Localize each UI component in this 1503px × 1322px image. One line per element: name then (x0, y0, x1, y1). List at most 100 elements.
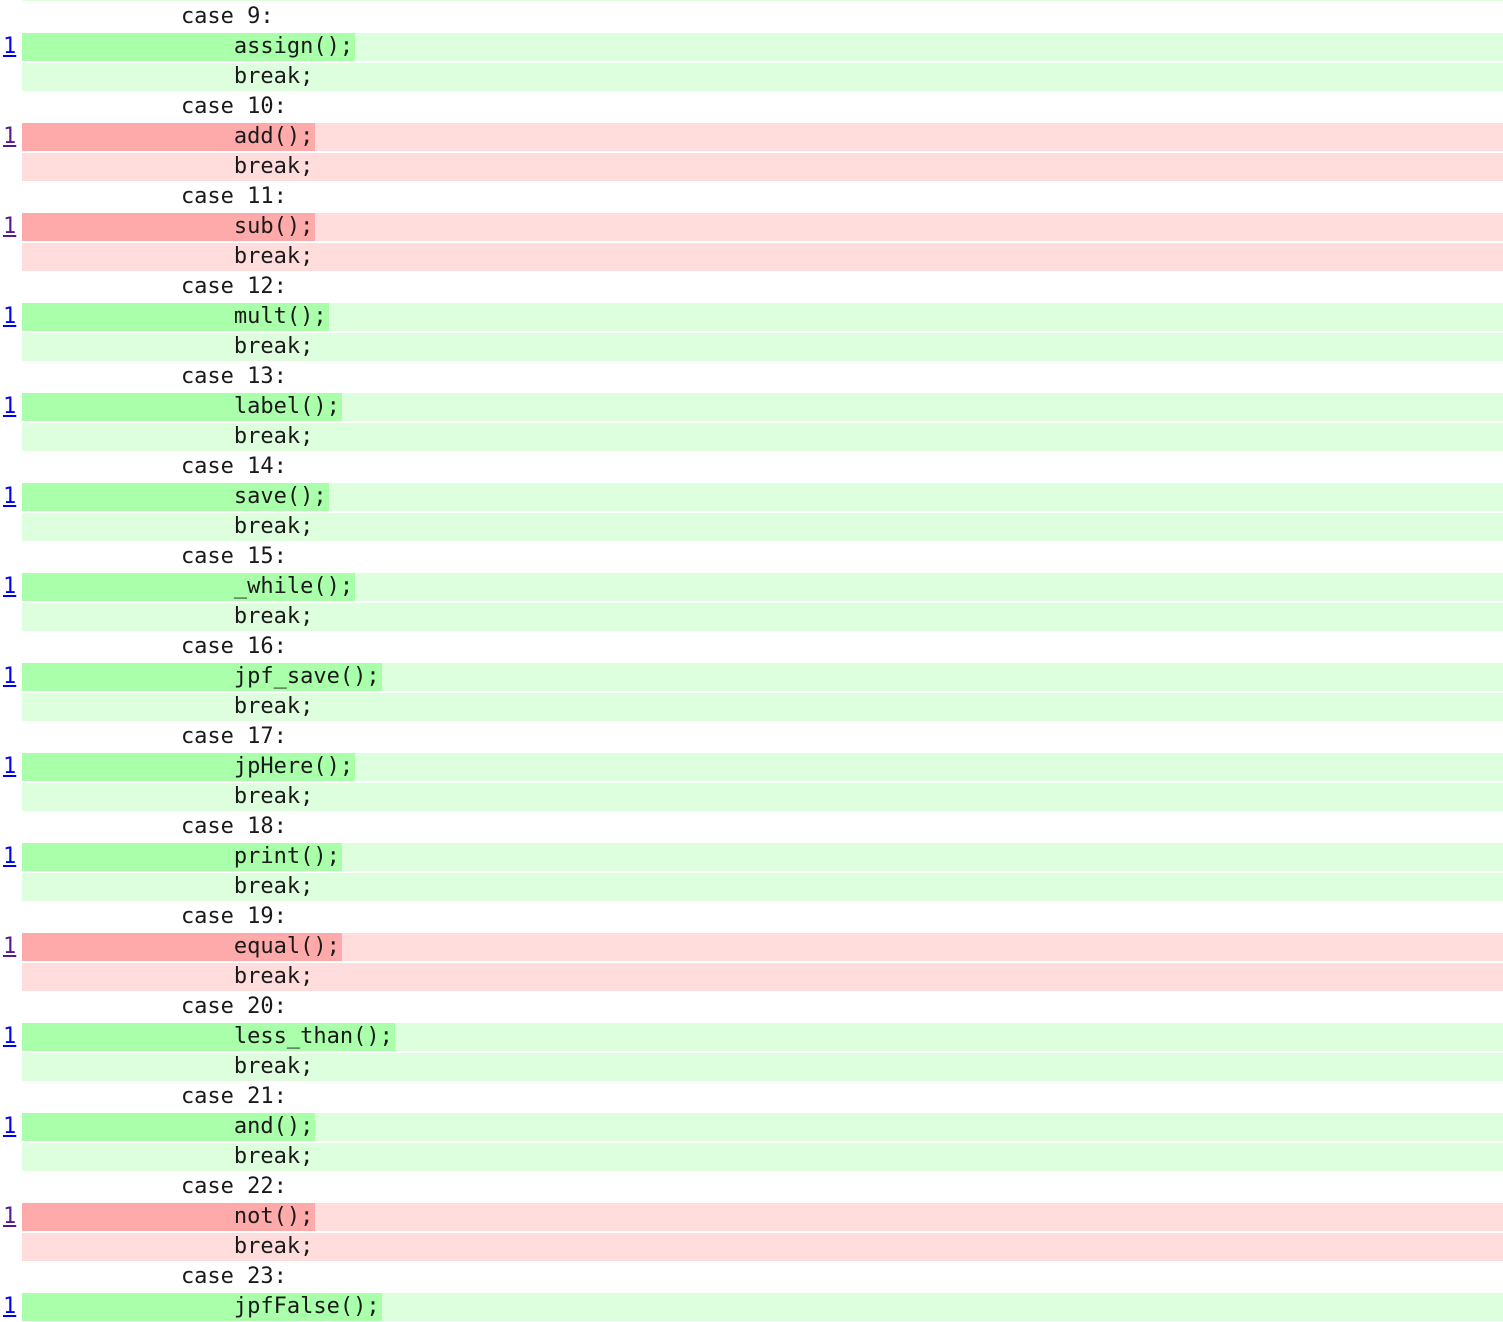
code-text: case 23: (22, 1264, 287, 1289)
code-text: jpHere(); (22, 753, 356, 781)
line-background: case 12: (22, 273, 1503, 301)
code-text: case 13: (22, 364, 287, 389)
code-text: mult(); (22, 303, 329, 331)
source-line: break; (0, 602, 1503, 632)
source-line: equal(); 1 (0, 932, 1503, 962)
code-text: break; (22, 244, 314, 269)
code-text: break; (22, 1054, 314, 1079)
hit-count-link[interactable]: 1 (3, 124, 17, 149)
line-background: break; (22, 0, 1503, 1)
source-line: break; (0, 692, 1503, 722)
line-background: print(); (22, 843, 1503, 871)
hit-count-link[interactable]: 1 (3, 1114, 17, 1139)
code-text: break; (22, 64, 314, 89)
line-background: break; (22, 963, 1503, 991)
source-line: break; (0, 242, 1503, 272)
source-line: case 15: (0, 542, 1503, 572)
line-background: break; (22, 423, 1503, 451)
code-text: break; (22, 874, 314, 899)
hit-count-link[interactable]: 1 (3, 754, 17, 779)
source-line: break; (0, 872, 1503, 902)
hit-count-link[interactable]: 1 (3, 484, 17, 509)
line-background: case 15: (22, 543, 1503, 571)
code-text: not(); (22, 1203, 316, 1231)
line-background: _while(); (22, 573, 1503, 601)
line-background: jpfFalse(); (22, 1293, 1503, 1321)
code-text: case 18: (22, 814, 287, 839)
hit-count-link[interactable]: 1 (3, 214, 17, 239)
code-text: case 9: (22, 4, 274, 29)
source-line: case 16: (0, 632, 1503, 662)
code-text: add(); (22, 123, 316, 151)
code-text: case 12: (22, 274, 287, 299)
hit-count-link[interactable]: 1 (3, 1294, 17, 1319)
code-text: case 22: (22, 1174, 287, 1199)
source-line: break; (0, 962, 1503, 992)
code-text: break; (22, 1144, 314, 1169)
line-background: and(); (22, 1113, 1503, 1141)
source-line: _while(); 1 (0, 572, 1503, 602)
code-text: break; (22, 694, 314, 719)
source-line: jpHere(); 1 (0, 752, 1503, 782)
code-text: case 11: (22, 184, 287, 209)
code-text: case 20: (22, 994, 287, 1019)
source-line: jpfFalse(); 1 (0, 1292, 1503, 1322)
line-background: mult(); (22, 303, 1503, 331)
hit-count-link[interactable]: 1 (3, 304, 17, 329)
line-background: break; (22, 63, 1503, 91)
source-line: break; (0, 782, 1503, 812)
line-background: case 17: (22, 723, 1503, 751)
code-text: assign(); (22, 33, 356, 61)
line-background: case 18: (22, 813, 1503, 841)
line-background: case 19: (22, 903, 1503, 931)
source-line: case 18: (0, 812, 1503, 842)
source-line: break; (0, 332, 1503, 362)
hit-count-link[interactable]: 1 (3, 574, 17, 599)
source-line: case 13: (0, 362, 1503, 392)
code-text: label(); (22, 393, 342, 421)
line-background: break; (22, 153, 1503, 181)
line-background: break; (22, 513, 1503, 541)
line-background: case 16: (22, 633, 1503, 661)
line-background: break; (22, 783, 1503, 811)
line-background: case 22: (22, 1173, 1503, 1201)
hit-count-link[interactable]: 1 (3, 934, 17, 959)
hit-count-link[interactable]: 1 (3, 34, 17, 59)
hit-count-link[interactable]: 1 (3, 1204, 17, 1229)
source-line: case 21: (0, 1082, 1503, 1112)
hit-count-link[interactable]: 1 (3, 844, 17, 869)
line-background: case 14: (22, 453, 1503, 481)
line-background: break; (22, 1053, 1503, 1081)
code-text: case 17: (22, 724, 287, 749)
line-background: case 23: (22, 1263, 1503, 1291)
line-background: jpf_save(); (22, 663, 1503, 691)
source-line: save(); 1 (0, 482, 1503, 512)
code-text: sub(); (22, 213, 316, 241)
source-line: less_than(); 1 (0, 1022, 1503, 1052)
code-text: case 19: (22, 904, 287, 929)
source-line: break; (0, 1232, 1503, 1262)
hit-count-link[interactable]: 1 (3, 394, 17, 419)
line-background: break; (22, 603, 1503, 631)
code-text: jpfFalse(); (22, 1293, 382, 1321)
hit-count-link[interactable]: 1 (3, 1024, 17, 1049)
line-background: break; (22, 333, 1503, 361)
line-background: case 21: (22, 1083, 1503, 1111)
source-line: case 11: (0, 182, 1503, 212)
source-line: break; (0, 62, 1503, 92)
source-line: break; (0, 512, 1503, 542)
code-text: save(); (22, 483, 329, 511)
line-background: case 20: (22, 993, 1503, 1021)
line-background: not(); (22, 1203, 1503, 1231)
line-background: break; (22, 243, 1503, 271)
code-text: equal(); (22, 933, 342, 961)
source-line: case 20: (0, 992, 1503, 1022)
code-text: case 14: (22, 454, 287, 479)
line-background: break; (22, 693, 1503, 721)
source-line: break; (0, 152, 1503, 182)
hit-count-link[interactable]: 1 (3, 664, 17, 689)
source-line: case 9: (0, 2, 1503, 32)
line-background: label(); (22, 393, 1503, 421)
source-line: case 14: (0, 452, 1503, 482)
